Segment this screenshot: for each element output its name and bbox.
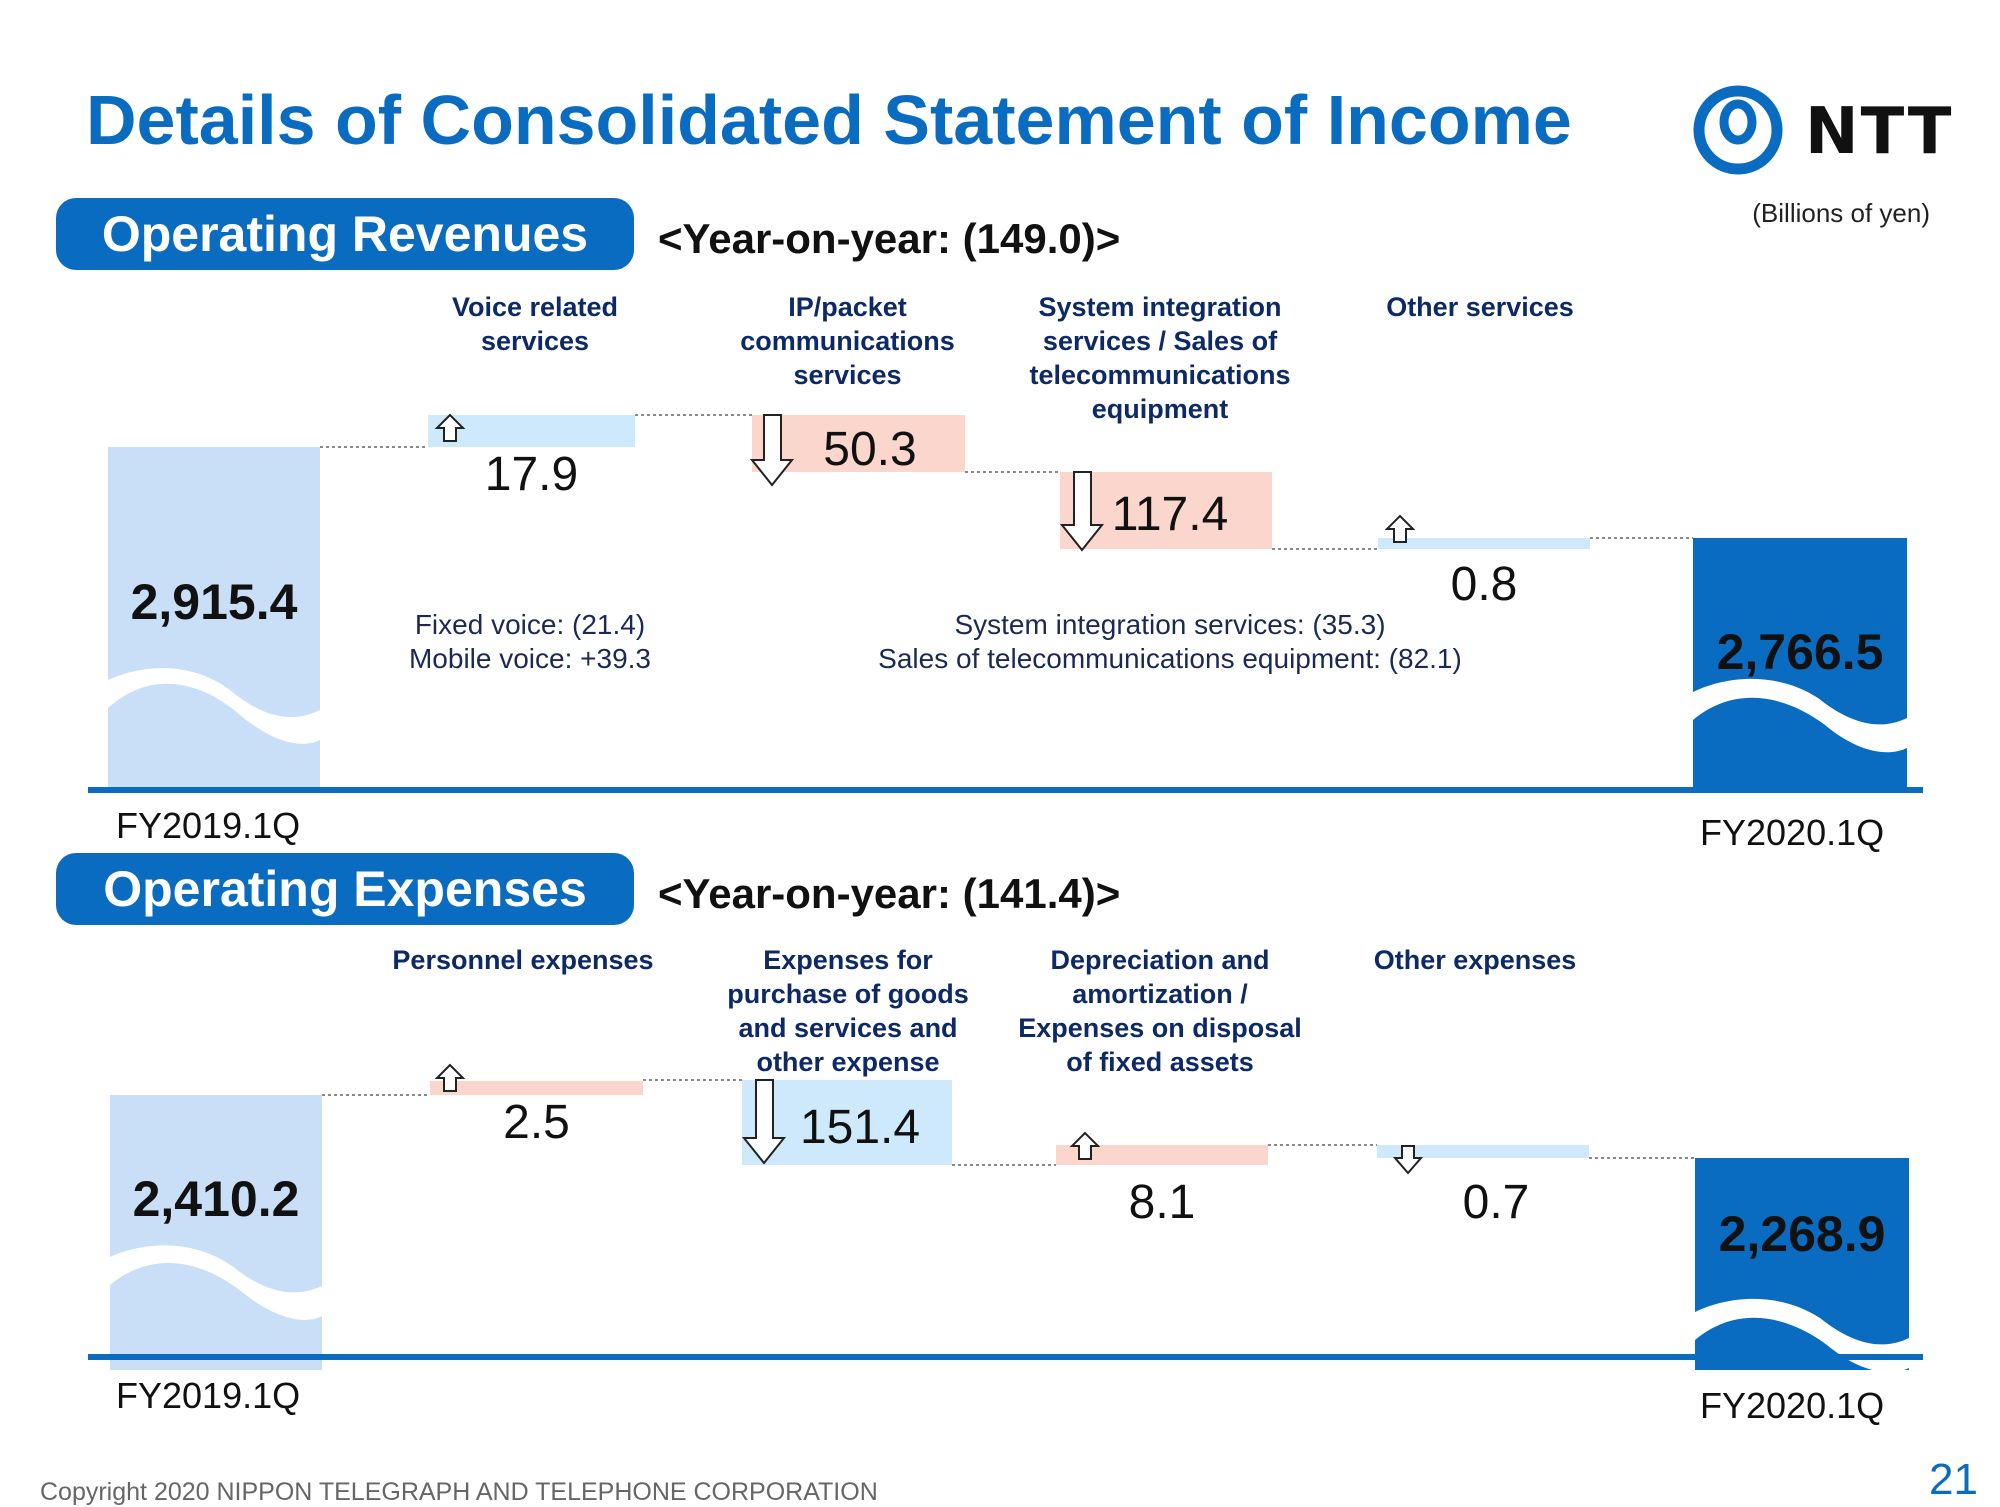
revenues-note-voice: Fixed voice: (21.4) Mobile voice: +39.3 <box>408 609 652 674</box>
page-title: Details of Consolidated Statement of Inc… <box>86 81 1572 159</box>
expenses-section-label: Operating Expenses <box>56 853 634 925</box>
wave-decoration <box>110 1245 322 1320</box>
expenses-item-value-purchase: 151.4 <box>799 1101 921 1154</box>
revenues-waterfall-chart <box>88 413 1923 793</box>
revenues-baseline <box>88 787 1923 793</box>
revenues-item-value-system-integration: 117.4 <box>1111 488 1229 541</box>
wave-decoration <box>1695 1298 1909 1370</box>
unit-note: (Billions of yen) <box>1752 198 1930 228</box>
down-arrow-icon <box>749 414 795 487</box>
expenses-end-value: 2,268.9 <box>1718 1206 1886 1262</box>
page-number: 21 <box>1929 1455 1978 1504</box>
down-arrow-icon <box>741 1079 787 1165</box>
expenses-item-value-other: 0.7 <box>1462 1176 1530 1229</box>
expenses-end-period: FY2020.1Q <box>1700 1385 1885 1426</box>
revenues-item-value-other: 0.8 <box>1450 558 1518 611</box>
expenses-waterfall-chart <box>88 1063 1923 1370</box>
delta-bar-other <box>1377 1145 1589 1158</box>
down-arrow-icon <box>1392 1145 1424 1175</box>
expenses-item-value-depreciation: 8.1 <box>1128 1176 1196 1229</box>
delta-bar-purchase <box>742 1080 952 1165</box>
copyright-footer: Copyright 2020 NIPPON TELEGRAPH AND TELE… <box>40 1478 878 1506</box>
revenues-start-value: 2,915.4 <box>130 574 298 630</box>
expenses-yoy: <Year-on-year: (141.4)> <box>658 870 1121 917</box>
expenses-item-header-purchase: Expenses for purchase of goods and servi… <box>727 945 969 1077</box>
wave-decoration <box>108 668 320 744</box>
revenues-item-header-ip-packet: IP/packet communications services <box>740 292 955 390</box>
up-arrow-icon <box>1384 514 1416 543</box>
expenses-start-period: FY2019.1Q <box>116 1375 301 1416</box>
revenues-yoy: <Year-on-year: (149.0)> <box>658 215 1121 262</box>
delta-bar-depreciation <box>1056 1145 1268 1165</box>
revenues-note-system-integration: System integration services: (35.3) Sale… <box>878 609 1462 674</box>
delta-bar-system-integration <box>1060 472 1272 549</box>
expenses-start-value: 2,410.2 <box>132 1171 300 1227</box>
delta-bar-voice <box>428 415 635 447</box>
delta-bar-other <box>1378 538 1590 549</box>
revenues-item-value-ip-packet: 50.3 <box>823 423 917 476</box>
up-arrow-icon <box>1069 1131 1101 1160</box>
revenues-item-header-other: Other services <box>1386 292 1574 322</box>
revenues-end-value: 2,766.5 <box>1716 624 1884 680</box>
revenues-item-header-voice: Voice related services <box>451 292 619 356</box>
revenues-end-period: FY2020.1Q <box>1700 812 1885 853</box>
expenses-baseline <box>88 1354 1923 1360</box>
revenues-section-label: Operating Revenues <box>56 198 634 270</box>
up-arrow-icon <box>434 1063 466 1092</box>
delta-bar-personnel <box>430 1081 643 1095</box>
end-bar <box>1695 1158 1909 1370</box>
start-bar <box>110 1095 322 1370</box>
revenues-start-period: FY2019.1Q <box>116 805 301 846</box>
revenues-item-value-voice: 17.9 <box>484 448 579 501</box>
up-arrow-icon <box>434 413 466 442</box>
revenues-item-header-system-integration: System integration services / Sales of t… <box>1029 292 1291 424</box>
logo-text: NTT <box>1805 95 1954 169</box>
wave-decoration <box>1693 678 1907 753</box>
expenses-item-value-personnel: 2.5 <box>503 1096 570 1149</box>
down-arrow-icon <box>1059 471 1105 552</box>
ntt-logo-icon <box>1693 85 1783 175</box>
expenses-item-header-depreciation: Depreciation and amortization / Expenses… <box>1018 945 1302 1077</box>
expenses-item-header-personnel: Personnel expenses <box>392 945 654 975</box>
expenses-item-header-other: Other expenses <box>1373 945 1577 975</box>
